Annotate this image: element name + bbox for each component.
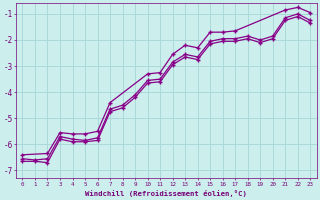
X-axis label: Windchill (Refroidissement éolien,°C): Windchill (Refroidissement éolien,°C) xyxy=(85,190,247,197)
